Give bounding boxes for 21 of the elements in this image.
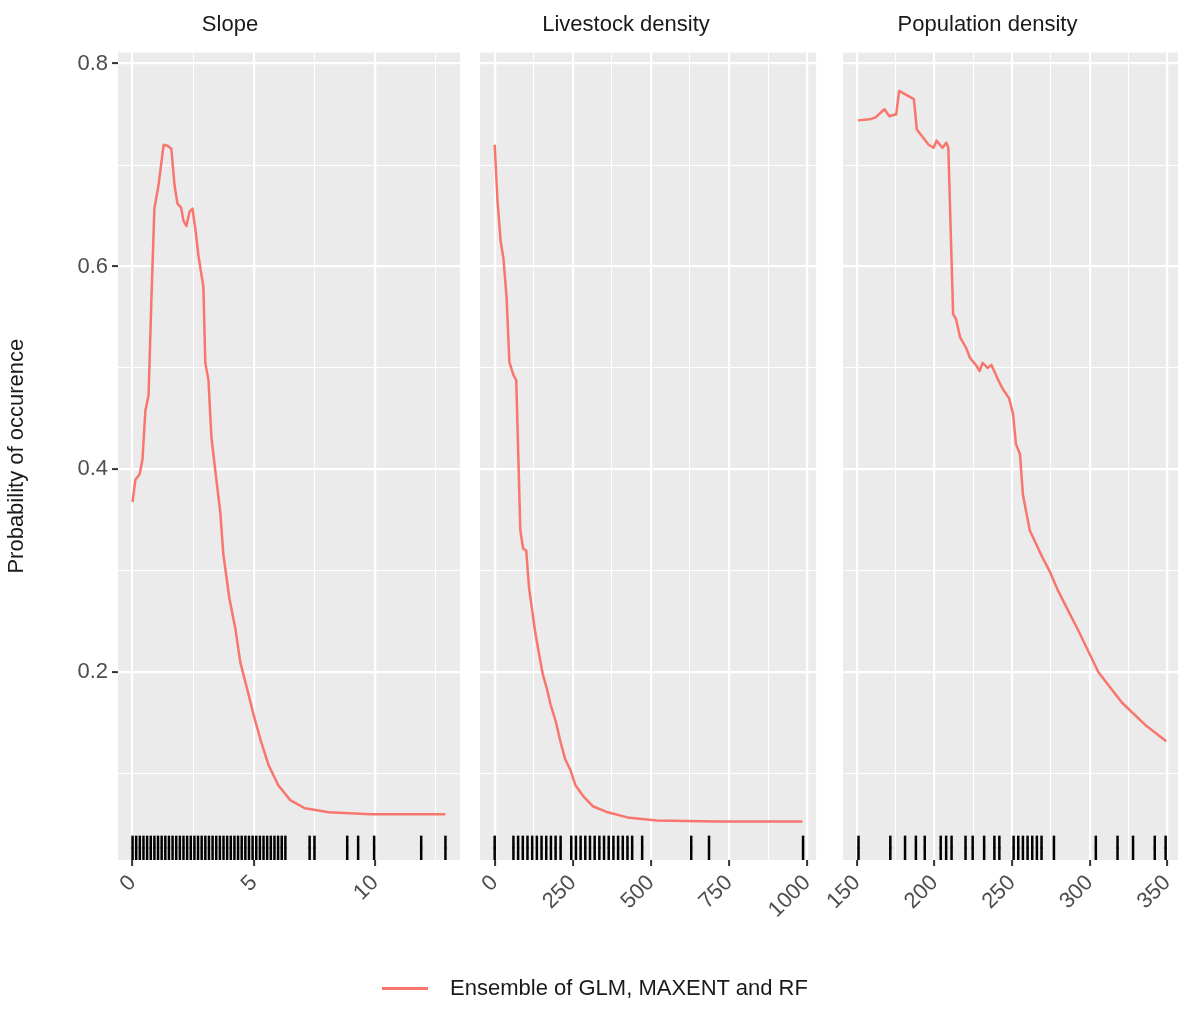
x-tick-label: 250 xyxy=(976,869,1020,914)
y-tick-label: 0.8 xyxy=(77,49,108,75)
x-tick-label: 5 xyxy=(235,869,262,896)
x-tick-label: 750 xyxy=(693,869,737,914)
chart-title: Population density xyxy=(897,11,1078,37)
y-tick-label: 0.2 xyxy=(77,658,108,684)
x-tick-label: 0 xyxy=(476,869,503,896)
x-tick-label: 200 xyxy=(898,869,943,914)
x-tick-label: 150 xyxy=(821,869,865,914)
x-tick-label: 350 xyxy=(1131,869,1175,914)
y-tick-label: 0.4 xyxy=(77,455,108,481)
legend-label: Ensemble of GLM, MAXENT and RF xyxy=(450,975,808,1001)
chart-title: Slope xyxy=(201,11,259,37)
x-tick-label: 250 xyxy=(536,869,581,914)
y-axis-title: Probability of occurence xyxy=(3,338,29,574)
x-tick-label: 500 xyxy=(615,869,659,914)
chart-title: Livestock density xyxy=(542,11,710,37)
x-tick-label: 0 xyxy=(114,869,141,896)
x-tick-label: 300 xyxy=(1053,869,1098,914)
x-tick-label: 10 xyxy=(347,869,383,905)
y-tick-label: 0.6 xyxy=(77,252,108,278)
